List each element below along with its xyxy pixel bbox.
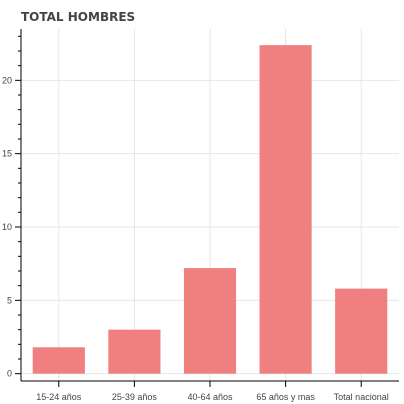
bars: [32, 45, 388, 374]
x-tick-label: 25-39 años: [112, 392, 158, 402]
y-tick-label: 5: [7, 295, 12, 305]
bar: [108, 329, 161, 374]
x-tick-label: 15-24 años: [36, 392, 82, 402]
bar: [335, 288, 388, 374]
x-tick-label: Total nacional: [334, 392, 389, 402]
bar: [259, 45, 312, 374]
x-tick-label: 65 años y mas: [256, 392, 315, 402]
bar: [32, 347, 85, 374]
x-tick-label: 40-64 años: [187, 392, 233, 402]
y-tick-label: 0: [7, 369, 12, 379]
y-tick-label: 20: [2, 75, 12, 85]
y-tick-label: 10: [2, 222, 12, 232]
tick-labels: 0 5 10 15 20 15-24 años 25-39 años 40-64 años 65…: [2, 75, 389, 402]
y-tick-label: 15: [2, 149, 12, 159]
bar: [183, 268, 237, 374]
chart-title: TOTAL HOMBRES: [21, 10, 135, 24]
axes: [15, 29, 399, 387]
